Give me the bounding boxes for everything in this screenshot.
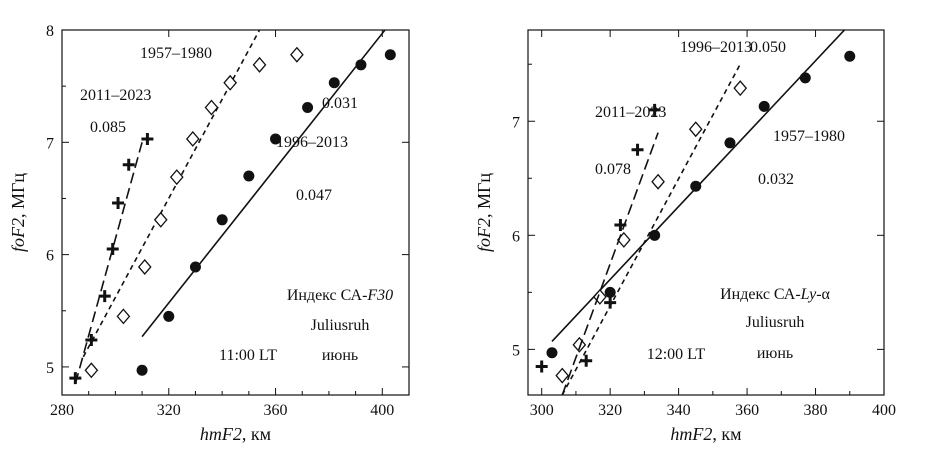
data-point-diamond — [185, 130, 200, 147]
data-point-circle — [649, 229, 661, 241]
series-slope-label: 0.050 — [750, 39, 786, 56]
x-tick-label: 380 — [804, 402, 828, 419]
x-tick-label: 300 — [530, 402, 554, 419]
x-axis-label: hmF2, км — [670, 424, 741, 444]
data-point-circle — [243, 170, 255, 182]
x-tick-label: 280 — [50, 402, 74, 419]
data-point-plus — [604, 296, 617, 309]
data-point-diamond — [290, 46, 304, 63]
x-tick-label: 400 — [872, 402, 896, 419]
x-tick-label: 360 — [264, 402, 288, 419]
data-point-circle — [189, 261, 201, 273]
data-point-plus — [85, 333, 98, 346]
index-label: Индекс СА-F30 — [287, 287, 393, 304]
fit-line-plus — [74, 142, 143, 384]
y-tick-label: 5 — [512, 342, 520, 359]
data-point-diamond — [733, 80, 748, 97]
series-slope-label: 0.032 — [758, 171, 794, 188]
station-label: Juliusruh — [311, 317, 370, 334]
data-point-diamond — [252, 56, 267, 73]
series-name-label: 1957–1980 — [140, 45, 212, 62]
series-name-label: 1996–2013 — [680, 39, 752, 56]
data-point-diamond — [204, 99, 219, 116]
data-point-plus — [112, 196, 125, 209]
plot-frame — [527, 29, 885, 396]
data-point-circle — [844, 50, 856, 62]
y-tick-label: 6 — [512, 228, 520, 245]
data-point-circle — [328, 77, 340, 89]
data-point-circle — [758, 100, 770, 112]
data-point-plus — [614, 219, 627, 232]
plot-frame — [61, 29, 410, 396]
x-tick-label: 340 — [667, 402, 691, 419]
data-point-circle — [136, 364, 148, 376]
data-point-circle — [384, 49, 396, 61]
data-point-diamond — [116, 308, 131, 325]
data-layer — [69, 30, 396, 385]
data-point-diamond — [84, 362, 99, 379]
y-tick-label: 7 — [512, 114, 520, 131]
x-axis-label: hmF2, км — [200, 424, 271, 444]
data-point-plus — [141, 132, 154, 145]
data-point-diamond — [555, 367, 570, 384]
series-slope-label: 0.031 — [322, 95, 358, 112]
series-name-label: 1996–2013 — [276, 134, 348, 151]
series-slope-label: 0.085 — [90, 119, 126, 136]
data-point-diamond — [688, 121, 703, 138]
series-slope-label: 0.047 — [296, 187, 332, 204]
data-point-circle — [724, 137, 736, 149]
data-layer — [535, 30, 856, 395]
station-label: Juliusruh — [746, 314, 805, 331]
data-point-plus — [98, 290, 111, 303]
x-tick-label: 320 — [598, 402, 622, 419]
data-point-diamond — [169, 169, 184, 186]
series-name-label: 1957–1980 — [773, 128, 845, 145]
data-point-circle — [270, 133, 282, 145]
y-axis-label: foF2, МГц — [474, 173, 494, 252]
data-point-circle — [690, 180, 702, 192]
data-point-circle — [163, 310, 175, 322]
data-point-diamond — [651, 173, 665, 190]
x-tick-label: 360 — [735, 402, 759, 419]
index-label: Индекс СА-Ly-α — [720, 286, 830, 303]
data-point-plus — [631, 143, 644, 156]
y-tick-label: 6 — [46, 248, 54, 265]
data-point-circle — [355, 59, 367, 71]
data-point-diamond — [137, 258, 152, 275]
y-tick-label: 8 — [46, 23, 54, 40]
data-point-diamond — [223, 74, 238, 91]
chart-panel-1: 280 320 360 400 5 6 7 8 hmF2, км foF2, МГц 1957–19… — [8, 23, 410, 444]
data-point-plus — [648, 103, 661, 116]
y-tick-label: 7 — [46, 135, 54, 152]
data-point-circle — [302, 101, 314, 113]
data-point-circle — [799, 72, 811, 84]
data-point-plus — [69, 372, 82, 385]
data-point-circle — [604, 286, 616, 298]
data-point-plus — [580, 354, 593, 367]
data-point-diamond — [153, 211, 168, 228]
data-point-circle — [546, 347, 558, 359]
y-axis-label: foF2, МГц — [8, 173, 28, 252]
series-slope-label: 0.078 — [595, 161, 631, 178]
fit-line-plus — [561, 132, 659, 395]
series-name-label: 2011–2023 — [80, 87, 151, 104]
data-point-plus — [535, 360, 548, 373]
month-label: июнь — [757, 345, 793, 362]
month-label: июнь — [322, 347, 358, 364]
time-label: 11:00 LT — [219, 347, 277, 364]
data-point-plus — [122, 158, 135, 171]
x-tick-label: 400 — [370, 402, 394, 419]
series-name-label: 2011–2023 — [595, 104, 666, 121]
fit-line-circle — [141, 30, 386, 338]
time-label: 12:00 LT — [647, 346, 706, 363]
chart-panel-2: 300 320 340 360 380 400 5 6 7 hmF2, км foF2, МГц 19… — [474, 29, 896, 444]
data-point-circle — [216, 214, 228, 226]
x-tick-label: 320 — [157, 402, 181, 419]
y-tick-label: 5 — [46, 360, 54, 377]
data-point-plus — [106, 243, 119, 255]
